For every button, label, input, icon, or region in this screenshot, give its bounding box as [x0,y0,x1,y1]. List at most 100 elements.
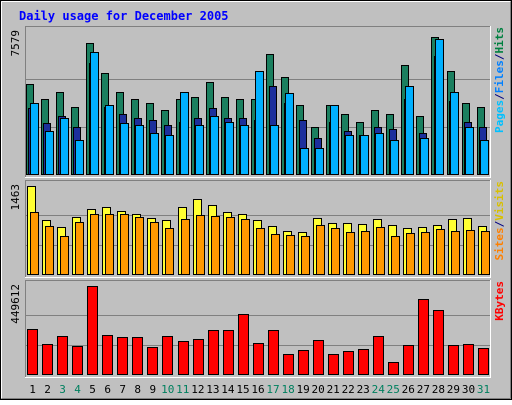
bar-visits-sites-day-11 [181,219,190,275]
day-label-19: 19 [296,383,309,396]
legend-kbytes: KBytes [493,281,506,321]
bar-hits-pages-day-31 [480,140,489,175]
bar-hits-pages-day-4 [75,140,84,175]
bar-visits-sites-day-14 [226,217,235,275]
day-label-31: 31 [477,383,490,396]
bar-visits-sites-day-27 [421,232,430,275]
bar-kbytes-kbytes-day-31 [478,348,489,375]
day-label-18: 18 [281,383,294,396]
day-label-6: 6 [104,383,111,396]
legend-entry-Pages-0: Pages [493,100,506,133]
day-label-5: 5 [89,383,96,396]
bar-kbytes-kbytes-day-28 [433,310,444,375]
bar-visits-sites-day-12 [196,215,205,275]
bar-kbytes-kbytes-day-20 [313,340,324,375]
day-label-3: 3 [59,383,66,396]
legend-entry-KBytes-0: KBytes [493,281,506,321]
day-label-14: 14 [221,383,235,396]
bar-hits-pages-day-8 [135,125,144,175]
bar-visits-sites-day-2 [45,226,54,275]
y-max-label-kbytes: 449612 [9,284,22,324]
bar-hits-pages-day-29 [450,92,459,175]
bar-hits-pages-day-5 [90,52,99,175]
day-label-27: 27 [417,383,430,396]
bar-visits-sites-day-15 [241,219,250,275]
bar-visits-sites-day-7 [120,214,129,275]
bar-kbytes-kbytes-day-26 [403,345,414,375]
bar-visits-sites-day-1 [30,212,39,275]
bar-kbytes-kbytes-day-24 [373,336,384,375]
legend-hits: Pages/Files/Hits [493,27,506,133]
bar-visits-sites-day-4 [75,222,84,275]
y-max-label-visits: 1463 [9,184,22,211]
bar-visits-sites-day-19 [301,236,310,275]
bar-hits-pages-day-13 [210,116,219,175]
bar-visits-sites-day-10 [165,228,174,275]
bar-visits-sites-day-28 [436,229,445,275]
bar-kbytes-kbytes-day-8 [132,337,143,375]
bar-visits-sites-day-22 [346,232,355,275]
bar-visits-sites-day-25 [391,236,400,275]
bar-kbytes-kbytes-day-12 [193,339,204,375]
bar-visits-sites-day-8 [135,217,144,275]
day-label-2: 2 [44,383,51,396]
bar-hits-pages-day-11 [180,92,189,175]
panels-layer: 7579Pages/Files/Hits1463Sites/Visits4496… [9,26,506,378]
day-label-28: 28 [432,383,445,396]
legend-entry-sep-3: / [493,53,506,60]
day-label-7: 7 [119,383,126,396]
day-label-15: 15 [236,383,249,396]
bar-kbytes-kbytes-day-23 [358,349,369,375]
bar-kbytes-kbytes-day-19 [298,350,309,375]
bar-visits-sites-day-20 [316,225,325,275]
bar-visits-sites-day-5 [90,214,99,275]
bar-hits-pages-day-16 [255,71,264,175]
bar-visits-sites-day-31 [481,231,490,275]
day-label-26: 26 [402,383,415,396]
bar-visits-sites-day-9 [150,222,159,275]
panel-hits: 7579 Pages/Files/Hits [9,26,506,178]
bar-kbytes-kbytes-day-1 [27,329,38,375]
legend-entry-Files-2: Files [493,60,506,93]
bar-kbytes-kbytes-day-7 [117,337,128,375]
bar-kbytes-kbytes-day-15 [238,314,249,375]
day-label-10: 10 [161,383,174,396]
chart-title: Daily usage for December 2005 [19,9,229,23]
day-label-12: 12 [191,383,204,396]
bar-visits-sites-day-17 [271,234,280,275]
bar-hits-pages-day-18 [285,93,294,175]
bar-kbytes-kbytes-day-18 [283,354,294,375]
bar-hits-pages-day-21 [330,105,339,175]
bar-hits-pages-day-24 [375,133,384,175]
bar-kbytes-kbytes-day-6 [102,335,113,375]
bar-visits-sites-day-26 [406,233,415,275]
day-label-25: 25 [387,383,400,396]
bar-kbytes-kbytes-day-27 [418,299,429,375]
bar-kbytes-kbytes-day-2 [42,344,53,375]
day-label-8: 8 [134,383,141,396]
bar-hits-pages-day-10 [165,135,174,175]
bar-kbytes-kbytes-day-11 [178,341,189,375]
day-label-29: 29 [447,383,460,396]
bar-visits-sites-day-6 [105,214,114,275]
bar-hits-pages-day-23 [360,135,369,175]
bar-hits-pages-day-19 [300,148,309,175]
day-label-17: 17 [266,383,279,396]
bar-visits-sites-day-21 [331,228,340,275]
day-label-22: 22 [342,383,355,396]
legend-entry-sep-1: / [493,93,506,100]
legend-entry-sep-1: / [493,220,506,227]
bar-kbytes-kbytes-day-14 [223,330,234,375]
bar-visits-sites-day-3 [60,236,69,275]
bar-hits-pages-day-15 [240,125,249,175]
day-label-24: 24 [372,383,386,396]
bar-hits-pages-day-3 [60,118,69,175]
bar-hits-pages-day-30 [465,127,474,175]
day-label-21: 21 [327,383,340,396]
y-max-label-hits: 7579 [9,30,22,57]
day-label-23: 23 [357,383,370,396]
bar-visits-sites-day-23 [361,231,370,275]
day-label-30: 30 [462,383,475,396]
bar-kbytes-kbytes-day-17 [268,330,279,375]
day-label-9: 9 [149,383,156,396]
